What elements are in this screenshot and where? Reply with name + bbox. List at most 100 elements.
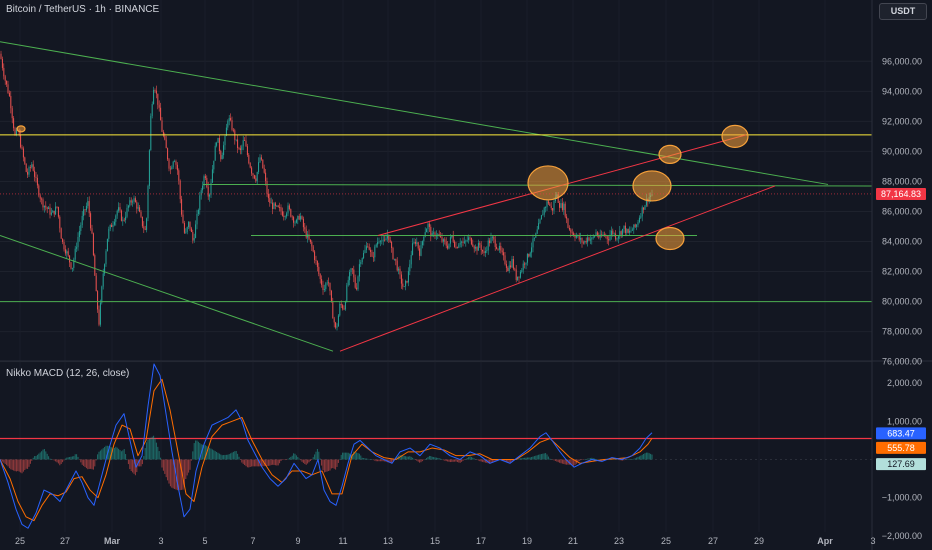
candle-body bbox=[10, 96, 12, 109]
price-tick-label: 94,000.00 bbox=[882, 86, 922, 96]
histogram-bar bbox=[183, 459, 185, 488]
candle-body bbox=[1, 58, 3, 68]
histogram-bar bbox=[336, 459, 338, 467]
histogram-bar bbox=[563, 459, 565, 465]
histogram-bar bbox=[249, 459, 251, 467]
histogram-bar bbox=[10, 459, 12, 470]
histogram-bar bbox=[266, 459, 268, 466]
histogram-bar bbox=[626, 459, 628, 460]
candle-body bbox=[581, 238, 583, 243]
macd-tick-label: 2,000.00 bbox=[887, 378, 922, 388]
time-tick-label: 3 bbox=[870, 536, 875, 546]
candle-body bbox=[461, 241, 463, 243]
candle-body bbox=[525, 262, 527, 265]
histogram-bar bbox=[88, 459, 90, 469]
candle-body bbox=[112, 224, 114, 228]
candle-body bbox=[344, 301, 346, 310]
histogram-bar bbox=[62, 459, 64, 463]
candle-body bbox=[416, 242, 418, 244]
candle-body bbox=[610, 230, 612, 236]
histogram-bar bbox=[123, 449, 125, 460]
candle-body bbox=[39, 195, 41, 199]
histogram-bar bbox=[311, 459, 313, 460]
histogram-bar bbox=[291, 455, 293, 460]
candle-body bbox=[185, 231, 187, 233]
candle-body bbox=[18, 130, 20, 135]
histogram-bar bbox=[651, 454, 653, 460]
candle-body bbox=[335, 322, 337, 328]
candle-body bbox=[532, 238, 534, 248]
candle-body bbox=[239, 148, 241, 151]
histogram-bar bbox=[574, 459, 576, 466]
candle-body bbox=[59, 216, 61, 229]
candle-body bbox=[181, 199, 183, 215]
candle-body bbox=[493, 236, 495, 240]
histogram-bar bbox=[423, 459, 425, 461]
histogram-bar bbox=[647, 452, 649, 460]
candle-body bbox=[302, 218, 304, 228]
ascending-support-line bbox=[339, 185, 776, 352]
candle-body bbox=[21, 147, 23, 149]
trendline-drawings[interactable] bbox=[0, 41, 873, 352]
histogram-bar bbox=[276, 459, 278, 466]
histogram-bar bbox=[81, 459, 83, 465]
candle-body bbox=[8, 93, 10, 97]
candle-body bbox=[202, 185, 204, 191]
candle-body bbox=[368, 247, 370, 250]
candle-body bbox=[126, 207, 128, 217]
candle-body bbox=[316, 260, 318, 267]
histogram-bar bbox=[221, 455, 223, 460]
candle-body bbox=[615, 233, 617, 240]
price-tick-label: 80,000.00 bbox=[882, 297, 922, 307]
candle-body bbox=[365, 246, 367, 250]
candle-body bbox=[644, 205, 646, 210]
candle-body bbox=[141, 216, 143, 227]
time-tick-label: 15 bbox=[430, 536, 440, 546]
candle-body bbox=[500, 245, 502, 251]
candle-body bbox=[573, 233, 575, 236]
candle-body bbox=[186, 227, 188, 232]
histogram-bar bbox=[472, 457, 474, 460]
small-touch-circle bbox=[16, 125, 26, 133]
histogram-bar bbox=[578, 459, 580, 462]
histogram-bar bbox=[32, 457, 34, 460]
histogram-bar bbox=[213, 450, 215, 460]
histogram-bar bbox=[426, 458, 428, 460]
candle-body bbox=[109, 224, 111, 230]
candle-body bbox=[538, 223, 540, 230]
histogram-bar bbox=[361, 457, 363, 460]
histogram-bar bbox=[630, 459, 632, 460]
candle-body bbox=[501, 250, 503, 253]
candle-body bbox=[311, 242, 313, 247]
candle-body bbox=[174, 161, 176, 163]
candle-body bbox=[62, 238, 64, 243]
histogram-bar bbox=[284, 459, 286, 461]
candle-body bbox=[298, 215, 300, 220]
histogram-bar bbox=[564, 459, 566, 465]
histogram-bar bbox=[18, 459, 20, 472]
histogram-bar bbox=[360, 455, 362, 460]
candle-body bbox=[594, 235, 596, 237]
histogram-bar bbox=[270, 459, 272, 466]
histogram-bar bbox=[470, 457, 472, 460]
candle-body bbox=[466, 239, 468, 241]
candle-body bbox=[251, 167, 253, 174]
histogram-bar bbox=[35, 456, 37, 460]
candle-body bbox=[529, 252, 531, 257]
candle-body bbox=[587, 237, 589, 243]
histogram-bar bbox=[421, 459, 423, 462]
candle-body bbox=[55, 206, 57, 215]
candle-body bbox=[274, 203, 276, 206]
histogram-bar bbox=[598, 459, 600, 460]
currency-button[interactable]: USDT bbox=[879, 3, 927, 20]
candle-body bbox=[300, 216, 302, 220]
candle-body bbox=[437, 234, 439, 236]
touch-circle bbox=[632, 170, 672, 202]
histogram-bar bbox=[459, 459, 461, 463]
candle-body bbox=[7, 84, 9, 94]
histogram-bar bbox=[589, 458, 591, 460]
candle-body bbox=[155, 90, 157, 94]
candle-body bbox=[417, 242, 419, 249]
candle-body bbox=[589, 239, 591, 241]
